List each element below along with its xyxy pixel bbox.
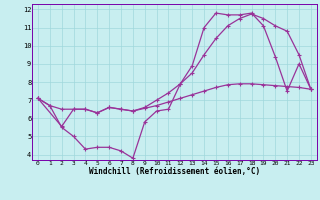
X-axis label: Windchill (Refroidissement éolien,°C): Windchill (Refroidissement éolien,°C) — [89, 167, 260, 176]
